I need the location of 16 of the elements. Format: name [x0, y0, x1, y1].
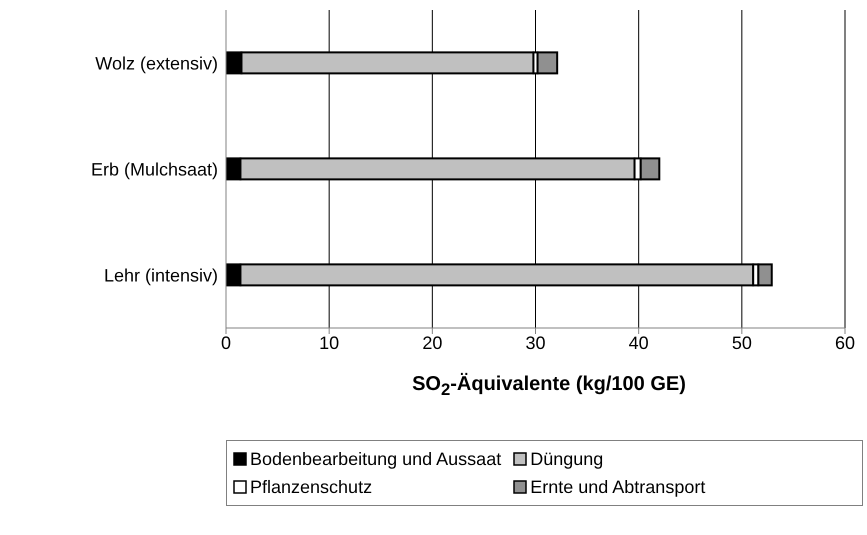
legend-label: Ernte und Abtransport	[530, 476, 706, 498]
y-tick-label: Lehr (intensiv)	[104, 265, 218, 286]
x-tick-label: 30	[525, 332, 546, 353]
legend-label: Düngung	[530, 448, 604, 470]
legend-label: Bodenbearbeitung und Aussaat	[250, 448, 502, 470]
y-tick-label: Wolz (extensiv)	[95, 53, 218, 74]
x-tick-label: 20	[422, 332, 442, 353]
x-tick-label: 60	[834, 332, 856, 353]
x-tick-label: 50	[732, 332, 752, 353]
y-tick-label: Erb (Mulchsaat)	[90, 159, 218, 180]
bar	[536, 51, 558, 74]
x-tick-label: 10	[319, 332, 340, 353]
x-axis-title: SO$_{2}$-Äquivalente (kg/100 GE)	[411, 372, 687, 401]
legend-label: Pflanzenschutz	[250, 476, 372, 498]
x-tick-label: 0	[220, 332, 232, 353]
x-tick-label: 40	[628, 332, 649, 353]
